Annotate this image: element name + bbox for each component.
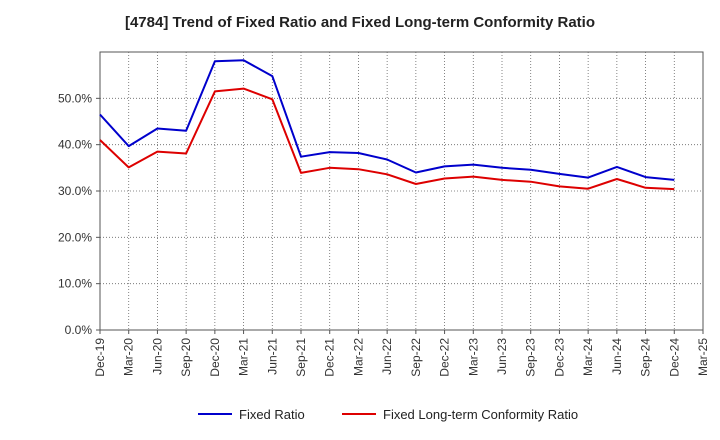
- legend-label-1: Fixed Ratio: [239, 407, 305, 422]
- y-tick-label: 10.0%: [58, 277, 92, 291]
- y-tick-label: 20.0%: [58, 230, 92, 244]
- x-tick-label: Mar-23: [466, 338, 480, 376]
- x-tick-label: Mar-21: [237, 338, 251, 376]
- chart-title: [4784] Trend of Fixed Ratio and Fixed Lo…: [124, 14, 596, 31]
- x-tick-label: Jun-23: [495, 338, 509, 375]
- x-tick-label: Sep-20: [179, 338, 193, 377]
- x-tick-label: Sep-24: [639, 338, 653, 377]
- x-tick-label: Jun-22: [380, 338, 394, 375]
- x-tick-label: Dec-21: [323, 338, 337, 377]
- x-tick-label: Dec-19: [93, 338, 107, 377]
- x-tick-label: Mar-20: [122, 338, 136, 376]
- x-tick-label: Mar-25: [696, 338, 710, 376]
- legend-label-2: Fixed Long-term Conformity Ratio: [383, 407, 578, 422]
- x-tick-label: Sep-23: [524, 338, 538, 377]
- x-tick-label: Sep-22: [409, 338, 423, 377]
- x-tick-label: Sep-21: [294, 338, 308, 377]
- x-tick-label: Dec-20: [208, 338, 222, 377]
- y-tick-label: 40.0%: [58, 138, 92, 152]
- x-tick-label: Jun-21: [265, 338, 279, 375]
- y-tick-label: 0.0%: [65, 323, 93, 337]
- x-tick-label: Jun-20: [150, 338, 164, 375]
- x-tick-label: Dec-23: [552, 338, 566, 377]
- series-line-2: [99, 87, 675, 191]
- x-tick-label: Mar-22: [351, 338, 365, 376]
- series-line-1: [99, 59, 675, 181]
- x-tick-label: Dec-22: [438, 338, 452, 377]
- x-tick-label: Mar-24: [581, 338, 595, 376]
- y-tick-label: 30.0%: [58, 184, 92, 198]
- x-tick-label: Dec-24: [667, 338, 681, 377]
- x-tick-label: Jun-24: [610, 338, 624, 375]
- y-tick-label: 50.0%: [58, 91, 92, 105]
